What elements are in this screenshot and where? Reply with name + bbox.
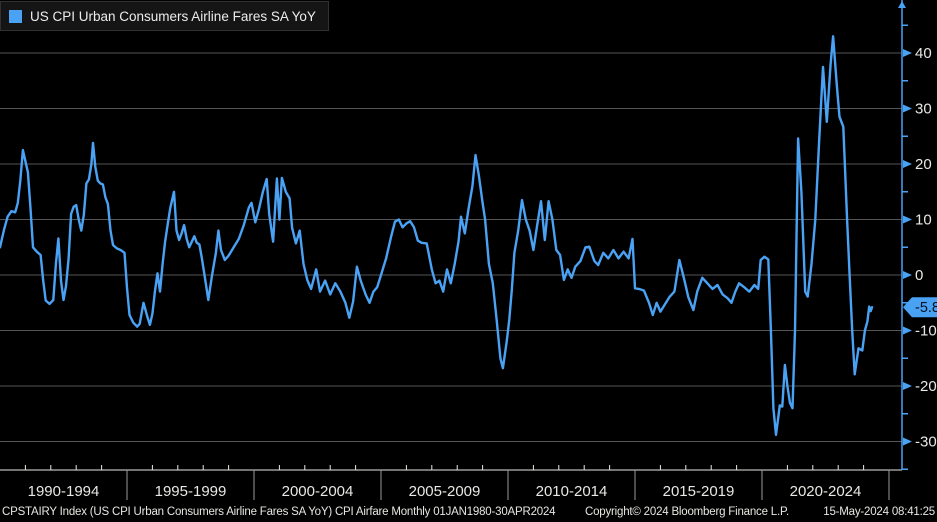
footer-copyright: Copyright© 2024 Bloomberg Finance L.P.	[585, 506, 789, 518]
line-chart-plot-area[interactable]: 1990-1994 1995-1999 2000-2004 2005-2009 2010…	[0, 0, 937, 502]
y-major-tick-arrow	[903, 326, 912, 335]
x-axis-label: 1990-1994	[28, 483, 100, 500]
y-axis-tick-label: 30	[915, 101, 932, 118]
y-axis-tick-label: 20	[915, 156, 932, 173]
y-axis-top-arrow	[898, 1, 906, 8]
x-axis-label: 2015-2019	[663, 483, 735, 500]
x-axis-label: 2000-2004	[282, 483, 354, 500]
y-axis-tick-label: 10	[915, 212, 932, 229]
footer-timestamp: 15-May-2024 08:41:25	[823, 506, 935, 518]
y-major-tick-arrow	[903, 215, 912, 224]
y-major-tick-arrow	[903, 271, 912, 279]
y-major-tick-arrow	[903, 437, 912, 446]
series-swatch-icon	[9, 9, 22, 23]
data-line-series	[0, 35, 874, 436]
legend[interactable]: US CPI Urban Consumers Airline Fares SA …	[0, 1, 329, 31]
last-value-text: -5.8	[915, 300, 937, 316]
x-axis-label: 2005-2009	[409, 483, 481, 500]
last-value-badge	[903, 297, 937, 318]
x-axis-label: 1995-1999	[155, 483, 227, 500]
y-major-tick-arrow	[903, 49, 912, 57]
y-axis-tick-label: 40	[915, 45, 932, 62]
y-major-tick-arrow	[903, 382, 912, 390]
y-axis-tick-label: 0	[915, 267, 923, 284]
footer-ticker-info: CPSTAIRY Index (US CPI Urban Consumers A…	[2, 506, 556, 518]
y-axis-tick-label: -10	[915, 323, 937, 340]
y-major-tick-arrow	[903, 104, 912, 113]
y-axis-tick-label: -30	[915, 434, 937, 451]
x-axis-label: 2010-2014	[536, 483, 608, 500]
status-bar: CPSTAIRY Index (US CPI Urban Consumers A…	[0, 502, 937, 522]
y-major-tick-arrow	[903, 160, 912, 168]
legend-label: US CPI Urban Consumers Airline Fares SA …	[30, 8, 316, 24]
x-axis-label: 2020-2024	[790, 483, 862, 500]
y-axis-tick-label: -20	[915, 378, 937, 395]
